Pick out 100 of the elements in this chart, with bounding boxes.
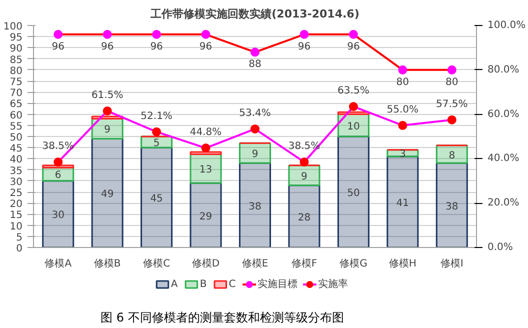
y-tick-label: 75 bbox=[10, 77, 23, 88]
x-tick-label: 修模A bbox=[44, 258, 72, 270]
data-label: 96 bbox=[199, 41, 212, 52]
point bbox=[250, 48, 260, 57]
data-label: 6 bbox=[54, 170, 62, 182]
data-label: 52.1% bbox=[140, 110, 172, 122]
x-tick-label: 修模G bbox=[340, 258, 368, 270]
data-label: 49 bbox=[100, 189, 114, 200]
data-label: 8 bbox=[448, 150, 456, 162]
y2-tick-label: 40.0% bbox=[488, 153, 520, 164]
point bbox=[102, 30, 112, 39]
y-tick-label: 15 bbox=[10, 210, 23, 222]
data-label: 38 bbox=[446, 201, 458, 212]
legend-label: 实施率 bbox=[318, 278, 348, 290]
data-label: 30 bbox=[52, 210, 64, 222]
data-label: 80 bbox=[396, 76, 410, 88]
point bbox=[152, 127, 162, 136]
data-label: 44.8% bbox=[190, 127, 222, 138]
point bbox=[152, 30, 162, 39]
y-tick-label: 100 bbox=[3, 22, 23, 32]
data-label: 61.5% bbox=[91, 90, 124, 101]
y2-tick-label: 0.0% bbox=[488, 242, 513, 253]
x-tick-label: 修模B bbox=[94, 258, 121, 270]
x-tick-label: 修模H bbox=[388, 258, 416, 270]
data-label: 29 bbox=[199, 211, 212, 222]
point bbox=[54, 30, 63, 39]
y-tick-label: 10 bbox=[10, 221, 23, 232]
y-tick-label: 40 bbox=[10, 154, 23, 166]
bar bbox=[91, 138, 124, 248]
y-tick-label: 50 bbox=[10, 132, 23, 144]
point bbox=[348, 30, 358, 39]
point bbox=[447, 115, 456, 124]
bar bbox=[288, 184, 320, 248]
y-tick-label: 90 bbox=[10, 44, 23, 55]
data-label: 96 bbox=[347, 41, 360, 52]
bar bbox=[190, 154, 222, 184]
point bbox=[447, 65, 456, 74]
data-label: 88 bbox=[248, 59, 262, 70]
y-tick-label: 35 bbox=[10, 166, 23, 177]
data-label: 80 bbox=[446, 76, 458, 88]
y-tick-label: 80 bbox=[10, 66, 23, 77]
point bbox=[201, 30, 210, 39]
y-tick-label: 25 bbox=[10, 188, 23, 199]
y-tick-label: 0 bbox=[16, 244, 23, 254]
y-tick-label: 20 bbox=[10, 199, 23, 210]
x-tick-label: 修模F bbox=[291, 258, 318, 270]
point bbox=[348, 102, 358, 112]
y2-tick-label: 60.0% bbox=[488, 108, 520, 120]
point bbox=[398, 120, 408, 130]
data-label: 28 bbox=[298, 212, 311, 224]
data-label: 9 bbox=[301, 171, 308, 182]
data-label: 63.5% bbox=[338, 86, 370, 97]
data-label: 45 bbox=[150, 194, 163, 205]
y-tick-label: 30 bbox=[10, 176, 23, 188]
point bbox=[300, 30, 309, 39]
data-label: 96 bbox=[150, 41, 163, 52]
y-tick-label: 65 bbox=[10, 99, 23, 110]
data-label: 41 bbox=[396, 198, 410, 209]
data-label: 13 bbox=[199, 164, 212, 176]
bar bbox=[42, 164, 74, 168]
y2-tick-label: 80.0% bbox=[488, 64, 520, 76]
y-tick-label: 55 bbox=[10, 121, 23, 132]
bar bbox=[42, 180, 74, 248]
data-label: 50 bbox=[347, 188, 360, 199]
data-label: 96 bbox=[52, 41, 64, 52]
data-label: 10 bbox=[347, 121, 360, 132]
data-label: 9 bbox=[104, 124, 111, 136]
point bbox=[54, 158, 63, 167]
point bbox=[250, 124, 260, 134]
y-tick-label: 5 bbox=[16, 232, 23, 244]
bar bbox=[288, 164, 320, 186]
y-tick-label: 60 bbox=[10, 110, 23, 122]
data-label: 9 bbox=[252, 149, 258, 160]
data-label: 57.5% bbox=[436, 98, 468, 110]
bar bbox=[190, 182, 222, 248]
y-tick-label: 85 bbox=[10, 54, 23, 66]
data-label: 55.0% bbox=[386, 104, 419, 116]
y2-tick-label: 20.0% bbox=[488, 198, 520, 209]
legend-label: C bbox=[228, 279, 236, 290]
point bbox=[102, 106, 112, 116]
bar bbox=[238, 162, 272, 248]
bar bbox=[436, 144, 468, 164]
x-tick-label: 修模D bbox=[192, 258, 220, 270]
legend-label: 实施目標 bbox=[258, 278, 298, 290]
bar bbox=[436, 162, 468, 248]
legend-label: B bbox=[200, 279, 207, 290]
y2-tick-label: 100.0% bbox=[488, 20, 526, 31]
caption: 图 6 不同修模者的测量套数和检测等级分布图 bbox=[100, 310, 344, 324]
x-tick-label: 修模I bbox=[440, 258, 464, 270]
y-tick-label: 45 bbox=[10, 144, 23, 155]
data-label: 5 bbox=[153, 138, 160, 150]
x-tick-label: 修模E bbox=[242, 258, 268, 270]
bar bbox=[386, 156, 419, 248]
data-label: 53.4% bbox=[239, 108, 271, 119]
chart-title: 工作带修模实施回数实績(2013-2014.6) bbox=[150, 8, 360, 20]
legend-label: A bbox=[170, 279, 178, 290]
data-label: 96 bbox=[100, 41, 114, 52]
bar bbox=[238, 142, 272, 164]
y-tick-label: 70 bbox=[10, 88, 23, 100]
bar bbox=[190, 151, 222, 156]
